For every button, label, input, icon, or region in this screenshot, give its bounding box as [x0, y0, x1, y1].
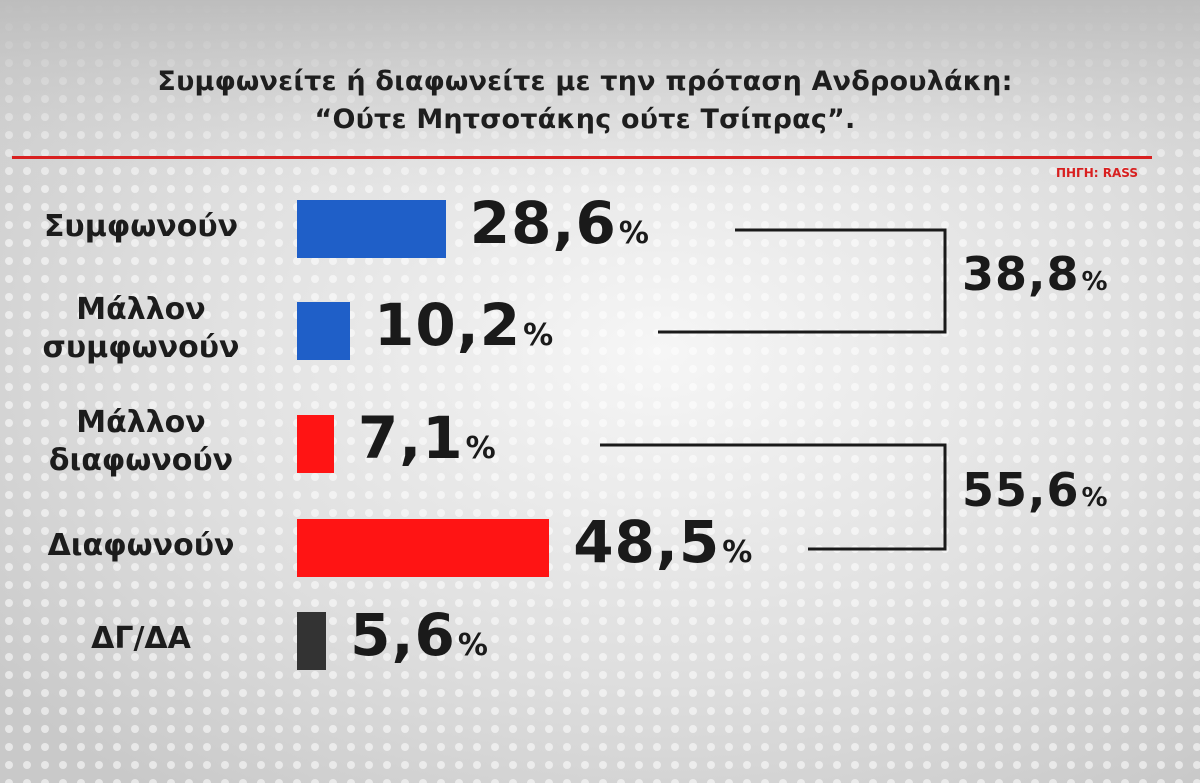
group-total-number: 55,6	[962, 463, 1080, 517]
category-label: ΔΓ/ΔΑ	[0, 620, 282, 658]
group-total-label: 55,6%	[962, 463, 1109, 517]
data-label-percent-sign: %	[523, 318, 555, 353]
source-label: ΠΗΓΗ: RASS	[1055, 166, 1138, 180]
data-label-number: 28,6	[469, 189, 617, 257]
category-label: Μάλλον διαφωνούν	[0, 404, 282, 480]
category-label: Μάλλον συμφωνούν	[0, 291, 282, 367]
data-label-percent-sign: %	[465, 431, 497, 466]
group-total-percent-sign: %	[1081, 483, 1109, 513]
data-label: 10,2%	[374, 291, 554, 359]
data-label: 28,6%	[470, 189, 650, 257]
data-label-number: 5,6	[350, 601, 456, 669]
chart-title-line-2: “Ούτε Μητσοτάκης ούτε Τσίπρας”.	[314, 104, 856, 135]
data-label-number: 10,2	[374, 291, 522, 359]
data-label: 5,6%	[350, 601, 489, 669]
category-label-line: συμφωνούν	[42, 330, 240, 365]
bar	[297, 415, 334, 473]
title-divider-rule	[12, 156, 1152, 159]
group-total-percent-sign: %	[1081, 267, 1109, 297]
data-label-percent-sign: %	[722, 535, 754, 570]
data-label-number: 7,1	[357, 404, 464, 472]
group-total-label: 38,8%	[962, 247, 1109, 301]
category-label-line: ΔΓ/ΔΑ	[91, 621, 191, 656]
bar	[297, 200, 446, 258]
category-label-line: Συμφωνούν	[43, 209, 239, 244]
category-label-line: Διαφωνούν	[47, 528, 235, 563]
chart-title-line-1: Συμφωνείτε ή διαφωνείτε με την πρόταση Α…	[157, 66, 1013, 97]
data-label-percent-sign: %	[457, 628, 489, 663]
category-label-line: Μάλλον	[76, 292, 206, 327]
data-label-percent-sign: %	[618, 216, 650, 251]
data-label: 7,1%	[358, 404, 497, 472]
bar	[297, 612, 327, 670]
category-label-line: διαφωνούν	[48, 443, 234, 478]
data-label-number: 48,5	[573, 508, 721, 576]
group-total-number: 38,8	[962, 247, 1080, 301]
data-label: 48,5%	[573, 508, 753, 576]
bar	[297, 302, 351, 360]
category-label-line: Μάλλον	[76, 405, 206, 440]
bar	[297, 519, 550, 577]
category-label: Διαφωνούν	[0, 527, 282, 565]
category-label: Συμφωνούν	[0, 208, 282, 246]
